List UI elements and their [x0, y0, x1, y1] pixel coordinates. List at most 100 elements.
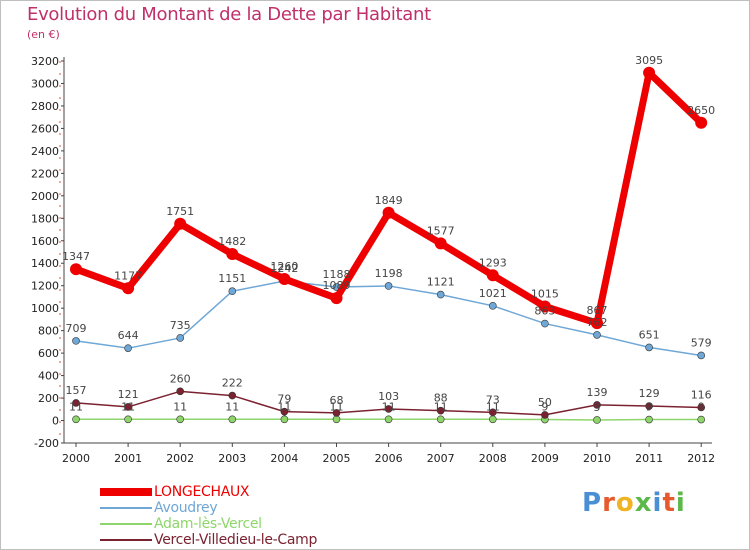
data-label: 1242 — [270, 262, 298, 275]
data-point — [593, 331, 601, 339]
data-label: 3095 — [635, 54, 663, 67]
y-tick-label: 2200 — [31, 167, 59, 180]
logo-letter: t — [662, 488, 676, 518]
data-label: 222 — [222, 377, 243, 390]
data-point — [488, 302, 497, 310]
data-label: 867 — [587, 304, 608, 317]
legend-label: Avoudrey — [154, 500, 218, 516]
y-tick-label: 2800 — [31, 100, 59, 113]
data-point — [591, 317, 603, 330]
legend-item: Vercel-Villedieu-le-Camp — [100, 532, 360, 548]
legend-item: Avoudrey — [100, 500, 360, 516]
data-point — [384, 405, 393, 413]
data-label: 1089 — [323, 279, 351, 292]
proxiti-logo: Proxiti — [582, 488, 686, 518]
logo-letter: P — [582, 488, 603, 518]
data-label: 1751 — [166, 205, 194, 218]
data-point — [332, 415, 341, 424]
data-point — [436, 415, 445, 424]
x-tick-label: 2012 — [687, 452, 715, 465]
data-label: 11 — [330, 400, 344, 413]
data-point — [697, 351, 706, 360]
data-label: 121 — [118, 388, 139, 401]
data-label: 1482 — [218, 235, 246, 248]
legend-swatch — [100, 539, 152, 541]
data-point — [72, 399, 80, 407]
data-point — [382, 206, 395, 219]
data-label: 1849 — [375, 194, 403, 207]
chart-axes: -200 0 200 400 600 800 1000 1200 1400 1600 1800 200… — [31, 55, 715, 465]
y-tick-label: 200 — [38, 392, 59, 405]
legend-label: Vercel-Villedieu-le-Camp — [154, 532, 318, 548]
legend-swatch — [100, 523, 152, 525]
data-point — [593, 416, 601, 424]
data-point — [280, 415, 289, 424]
data-label: 1177 — [114, 269, 142, 282]
unit-label: (en €) — [27, 28, 60, 41]
data-point — [695, 116, 708, 129]
x-tick-label: 2010 — [583, 452, 611, 465]
data-point — [645, 415, 653, 424]
data-label: 103 — [378, 390, 399, 403]
data-label: 9 — [698, 401, 705, 414]
data-point — [226, 248, 239, 261]
legend-label: Adam-lès-Vercel — [154, 516, 262, 532]
y-tick-label: 0 — [52, 415, 59, 428]
legend-swatch — [100, 488, 152, 496]
data-point — [174, 217, 187, 230]
data-label: 11 — [173, 400, 187, 413]
data-point — [228, 415, 237, 424]
y-tick-label: 2600 — [31, 122, 59, 135]
data-point — [643, 66, 656, 79]
y-tick-label: 800 — [38, 325, 59, 338]
y-tick-label: 400 — [38, 370, 59, 383]
data-label: 11 — [69, 400, 83, 413]
logo-letter: r — [602, 488, 616, 518]
legend-swatch — [100, 507, 152, 509]
data-label: 579 — [691, 336, 712, 349]
data-point — [697, 403, 706, 412]
data-label: 651 — [639, 328, 660, 341]
data-label: 762 — [587, 316, 608, 329]
data-label: 68 — [330, 394, 344, 407]
legend: LONGECHAUX Avoudrey Adam-lès-Vercel Vercel-… — [100, 484, 360, 548]
data-point — [176, 387, 184, 396]
data-point — [332, 409, 341, 417]
data-point — [330, 292, 343, 305]
data-point — [541, 411, 549, 419]
data-label: 9 — [646, 401, 653, 414]
data-label: 1577 — [427, 224, 455, 237]
data-label: 11 — [486, 400, 500, 413]
data-point — [228, 287, 237, 296]
data-point — [593, 401, 601, 409]
y-tick-label: 1200 — [31, 280, 59, 293]
logo-letter: o — [615, 488, 635, 518]
legend-item: LONGECHAUX — [100, 484, 360, 500]
data-label: 1260 — [270, 260, 298, 273]
data-label: 863 — [534, 305, 555, 318]
y-tick-label: -200 — [34, 437, 59, 450]
data-point — [70, 263, 82, 276]
logo-letter: x — [634, 488, 653, 518]
data-label: 11 — [225, 400, 239, 413]
y-tick-label: 600 — [38, 347, 59, 360]
data-label: 11 — [277, 400, 291, 413]
data-point — [72, 415, 80, 424]
x-tick-label: 2001 — [114, 452, 142, 465]
data-label: 129 — [639, 387, 660, 400]
logo-letter: i — [675, 488, 686, 518]
data-label: 5 — [594, 401, 601, 414]
data-point — [278, 272, 291, 285]
data-point — [122, 282, 135, 295]
data-label: 709 — [66, 322, 87, 335]
data-label: 1188 — [323, 268, 351, 281]
data-label: 9 — [541, 401, 548, 414]
data-label: 50 — [538, 396, 552, 409]
data-point — [538, 300, 551, 313]
legend-label: LONGECHAUX — [154, 484, 250, 500]
chart-title: Evolution du Montant de la Dette par Hab… — [27, 4, 431, 25]
y-tick-label: 1000 — [31, 302, 59, 315]
x-tick-label: 2002 — [166, 452, 194, 465]
data-point — [124, 344, 132, 352]
data-label: 88 — [434, 392, 448, 405]
